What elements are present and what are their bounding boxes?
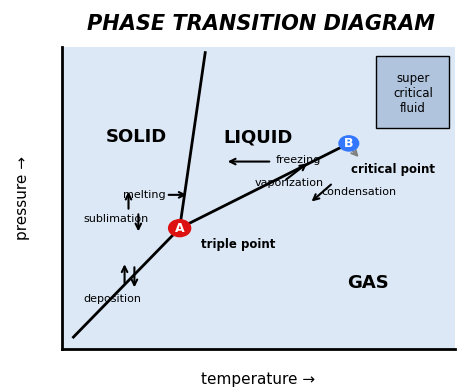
Text: A: A [175,222,184,235]
Text: critical point: critical point [351,163,435,176]
Text: condensation: condensation [321,187,396,197]
Text: triple point: triple point [201,238,276,251]
Text: melting: melting [123,190,165,200]
Text: temperature →: temperature → [201,372,315,387]
Text: B: B [344,137,354,150]
Text: freezing: freezing [276,155,321,165]
Text: PHASE TRANSITION DIAGRAM: PHASE TRANSITION DIAGRAM [87,14,435,34]
Text: sublimation: sublimation [83,214,148,224]
FancyBboxPatch shape [376,55,449,128]
Text: SOLID: SOLID [106,128,167,146]
Text: pressure →: pressure → [15,156,30,240]
Text: deposition: deposition [83,294,141,304]
Circle shape [169,220,191,237]
Text: vaporization: vaporization [255,178,324,188]
Text: LIQUID: LIQUID [224,128,293,146]
Text: super
critical
fluid: super critical fluid [393,72,433,115]
Text: GAS: GAS [347,274,389,292]
Circle shape [339,136,359,151]
